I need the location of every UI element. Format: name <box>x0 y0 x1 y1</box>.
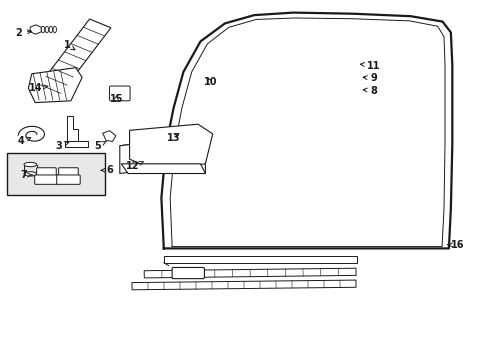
Polygon shape <box>30 25 41 34</box>
Ellipse shape <box>49 26 53 33</box>
Polygon shape <box>121 164 205 174</box>
Text: 8: 8 <box>363 86 377 96</box>
Text: 14: 14 <box>28 83 48 93</box>
Ellipse shape <box>45 26 49 33</box>
Text: 5: 5 <box>94 141 106 151</box>
Polygon shape <box>102 131 116 141</box>
Text: 7: 7 <box>20 170 32 180</box>
Text: 4: 4 <box>17 136 31 146</box>
FancyBboxPatch shape <box>163 256 356 263</box>
Polygon shape <box>120 137 205 154</box>
Text: 2: 2 <box>15 28 31 38</box>
Ellipse shape <box>53 26 56 33</box>
Text: 11: 11 <box>360 60 380 71</box>
Polygon shape <box>65 141 88 147</box>
Text: 9: 9 <box>363 73 377 84</box>
Text: 3: 3 <box>55 141 69 151</box>
Text: 1: 1 <box>64 40 75 50</box>
Ellipse shape <box>41 26 44 33</box>
FancyBboxPatch shape <box>37 168 56 177</box>
Polygon shape <box>185 137 205 174</box>
FancyBboxPatch shape <box>109 86 130 101</box>
Polygon shape <box>33 19 111 102</box>
FancyBboxPatch shape <box>59 168 78 177</box>
Polygon shape <box>67 116 78 141</box>
Polygon shape <box>120 137 185 174</box>
Text: 15: 15 <box>109 94 123 104</box>
Polygon shape <box>132 280 355 290</box>
Polygon shape <box>28 68 82 103</box>
Text: 13: 13 <box>166 132 180 143</box>
FancyBboxPatch shape <box>57 175 80 184</box>
FancyBboxPatch shape <box>7 153 105 195</box>
Text: 6: 6 <box>101 165 113 175</box>
Ellipse shape <box>24 162 37 167</box>
Text: 16: 16 <box>447 240 463 250</box>
Text: 12: 12 <box>126 161 143 171</box>
Polygon shape <box>129 124 212 171</box>
FancyBboxPatch shape <box>35 175 58 184</box>
Text: 10: 10 <box>203 77 217 87</box>
FancyBboxPatch shape <box>172 267 204 279</box>
Polygon shape <box>144 268 355 278</box>
Ellipse shape <box>24 172 37 176</box>
